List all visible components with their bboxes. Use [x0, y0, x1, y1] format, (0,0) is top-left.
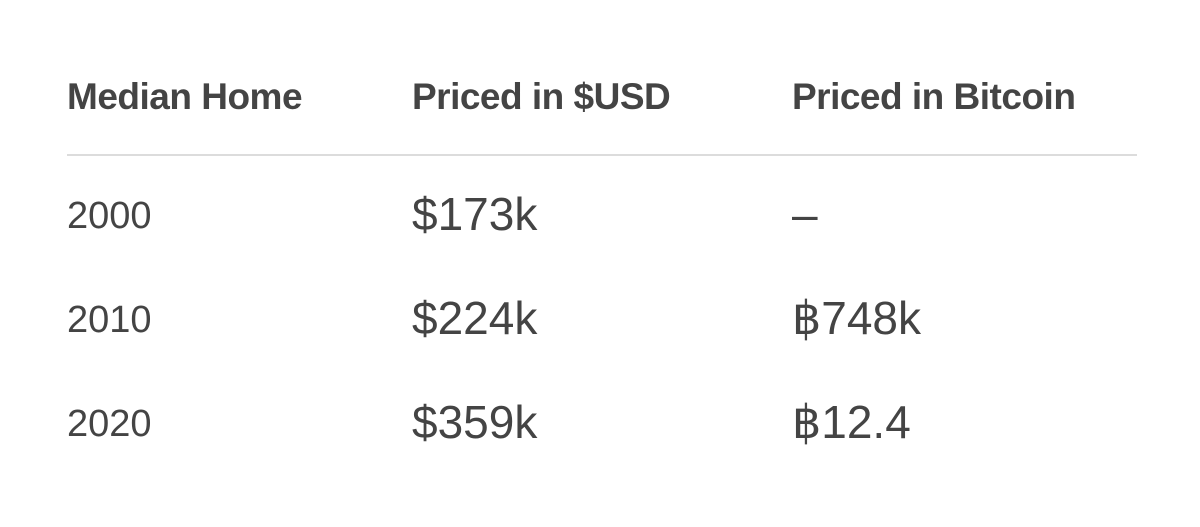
header-priced-usd: Priced in $USD [412, 76, 671, 117]
row-btc-price: ฿748k [792, 292, 922, 344]
header-divider [67, 154, 1137, 156]
row-btc-price: ฿12.4 [792, 396, 911, 448]
header-priced-bitcoin: Priced in Bitcoin [792, 76, 1076, 117]
header-median-home: Median Home [67, 76, 303, 117]
row-usd-price: $224k [412, 292, 538, 344]
row-usd-price: $359k [412, 396, 538, 448]
row-year: 2000 [67, 195, 152, 237]
row-btc-price: – [792, 188, 818, 240]
row-usd-price: $173k [412, 188, 538, 240]
row-year: 2020 [67, 403, 152, 445]
row-year: 2010 [67, 299, 152, 341]
